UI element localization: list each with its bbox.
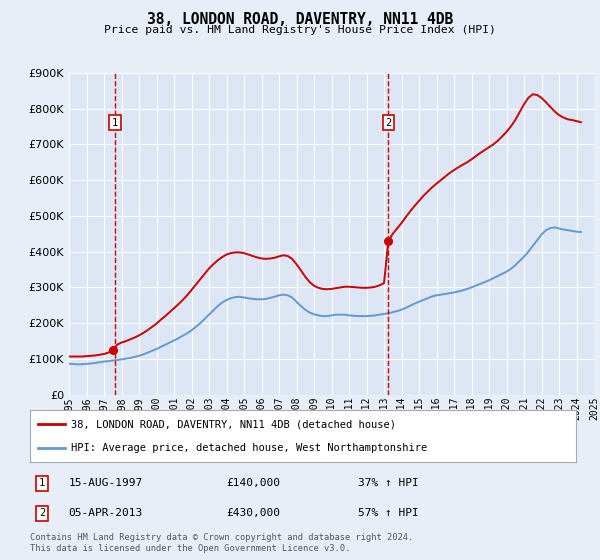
Text: Contains HM Land Registry data © Crown copyright and database right 2024.
This d: Contains HM Land Registry data © Crown c… xyxy=(30,533,413,553)
Text: £430,000: £430,000 xyxy=(227,508,281,519)
Text: 38, LONDON ROAD, DAVENTRY, NN11 4DB (detached house): 38, LONDON ROAD, DAVENTRY, NN11 4DB (det… xyxy=(71,419,396,430)
Text: 15-AUG-1997: 15-AUG-1997 xyxy=(68,478,142,488)
Text: 37% ↑ HPI: 37% ↑ HPI xyxy=(358,478,418,488)
Text: HPI: Average price, detached house, West Northamptonshire: HPI: Average price, detached house, West… xyxy=(71,443,427,453)
Text: 2: 2 xyxy=(39,508,45,519)
Text: 57% ↑ HPI: 57% ↑ HPI xyxy=(358,508,418,519)
Text: 1: 1 xyxy=(39,478,45,488)
Text: 1: 1 xyxy=(112,118,118,128)
Text: 38, LONDON ROAD, DAVENTRY, NN11 4DB: 38, LONDON ROAD, DAVENTRY, NN11 4DB xyxy=(147,12,453,27)
Text: 2: 2 xyxy=(385,118,392,128)
Text: Price paid vs. HM Land Registry's House Price Index (HPI): Price paid vs. HM Land Registry's House … xyxy=(104,25,496,35)
Text: £140,000: £140,000 xyxy=(227,478,281,488)
Text: 05-APR-2013: 05-APR-2013 xyxy=(68,508,142,519)
